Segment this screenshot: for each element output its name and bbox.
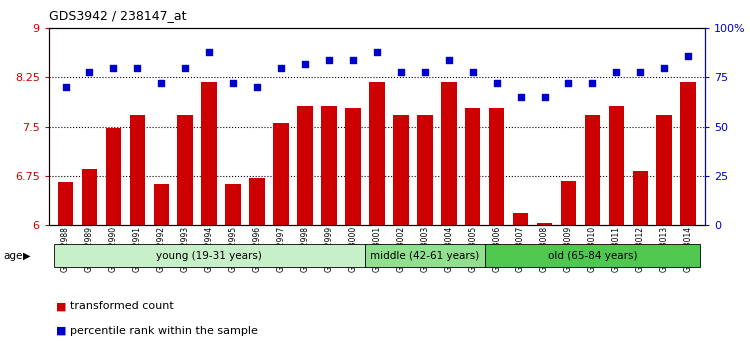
Bar: [561, 181, 576, 225]
Point: [586, 80, 598, 86]
Bar: [680, 82, 696, 225]
Bar: [585, 115, 600, 225]
Bar: [58, 182, 74, 225]
Bar: [202, 82, 217, 225]
Text: old (65-84 years): old (65-84 years): [548, 251, 638, 261]
Point: [323, 57, 335, 63]
Text: age: age: [4, 251, 23, 261]
Bar: [537, 223, 552, 225]
Bar: [656, 115, 672, 225]
Point: [682, 53, 694, 59]
Bar: [273, 123, 289, 225]
Text: ■: ■: [56, 301, 67, 311]
Point: [634, 69, 646, 74]
Bar: [345, 108, 361, 225]
Text: GDS3942 / 238147_at: GDS3942 / 238147_at: [49, 9, 186, 22]
Bar: [53, 244, 365, 267]
Point: [658, 65, 670, 70]
Point: [419, 69, 430, 74]
Bar: [441, 82, 457, 225]
Point: [83, 69, 95, 74]
Text: young (19-31 years): young (19-31 years): [156, 251, 262, 261]
Bar: [417, 115, 433, 225]
Bar: [489, 108, 505, 225]
Point: [179, 65, 191, 70]
Point: [227, 80, 239, 86]
Point: [514, 94, 526, 100]
Text: middle (42-61 years): middle (42-61 years): [370, 251, 479, 261]
Bar: [632, 171, 648, 225]
Bar: [249, 178, 265, 225]
Bar: [465, 108, 481, 225]
Bar: [226, 183, 241, 225]
Bar: [106, 128, 122, 225]
Bar: [608, 105, 624, 225]
Bar: [154, 184, 169, 225]
Point: [251, 84, 263, 90]
Bar: [365, 244, 484, 267]
Text: ▶: ▶: [22, 251, 30, 261]
Point: [203, 49, 215, 55]
Point: [610, 69, 622, 74]
Point: [394, 69, 406, 74]
Bar: [82, 169, 98, 225]
Point: [538, 94, 550, 100]
Bar: [130, 115, 146, 225]
Bar: [297, 105, 313, 225]
Point: [490, 80, 502, 86]
Text: ■: ■: [56, 326, 67, 336]
Bar: [321, 105, 337, 225]
Point: [107, 65, 119, 70]
Point: [155, 80, 167, 86]
Bar: [513, 213, 528, 225]
Point: [347, 57, 359, 63]
Bar: [178, 115, 193, 225]
Point: [59, 84, 71, 90]
Text: percentile rank within the sample: percentile rank within the sample: [70, 326, 258, 336]
Point: [370, 49, 382, 55]
Bar: [484, 244, 700, 267]
Point: [275, 65, 287, 70]
Point: [562, 80, 574, 86]
Point: [466, 69, 478, 74]
Text: transformed count: transformed count: [70, 301, 173, 311]
Bar: [393, 115, 409, 225]
Point: [131, 65, 143, 70]
Point: [299, 61, 311, 67]
Bar: [369, 82, 385, 225]
Point: [442, 57, 454, 63]
